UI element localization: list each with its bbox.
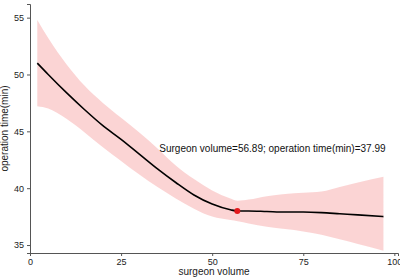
y-axis-title: operation time(min): [0, 85, 10, 171]
tick-label: 55: [14, 13, 24, 23]
y-axis: 35 40 45 50 55: [14, 5, 31, 254]
tick-label: 75: [299, 257, 309, 267]
plot-area: [37, 20, 383, 251]
tick-mark: [27, 188, 30, 189]
tick: 50: [14, 70, 30, 80]
tick-mark: [27, 131, 30, 132]
tick-label: 40: [14, 184, 24, 194]
tick-label: 35: [14, 240, 24, 250]
tick-mark: [27, 74, 30, 75]
annotation: Surgeon volume=56.89; operation time(min…: [159, 143, 386, 154]
chart: 0 25 50 75 100 35 40 45 50 55 Surgeon volume=56.89…: [0, 0, 400, 277]
tick: 45: [14, 127, 30, 137]
tick: 55: [14, 13, 30, 23]
axis-line: [31, 254, 399, 257]
tick: 75: [299, 253, 309, 267]
tick-label: 100: [387, 257, 400, 267]
highlight-point: [234, 208, 240, 214]
x-axis-title: surgeon volume: [178, 266, 250, 277]
tick-mark: [212, 253, 213, 256]
tick-mark: [121, 253, 122, 256]
axis-line: [27, 5, 31, 254]
tick: 40: [14, 184, 30, 194]
tick: 25: [117, 253, 127, 267]
fit-line: [37, 63, 383, 216]
tick-mark: [27, 18, 30, 19]
tick-mark: [303, 253, 304, 256]
tick: 100: [387, 253, 400, 267]
tick-label: 45: [14, 127, 24, 137]
tick-mark: [27, 245, 30, 246]
tick: 0: [28, 253, 33, 267]
tick-label: 0: [28, 257, 33, 267]
tick: 35: [14, 240, 30, 250]
tick-mark: [394, 253, 395, 256]
tick-label: 50: [14, 70, 24, 80]
confidence-band: [37, 20, 383, 251]
tick-label: 25: [117, 257, 127, 267]
